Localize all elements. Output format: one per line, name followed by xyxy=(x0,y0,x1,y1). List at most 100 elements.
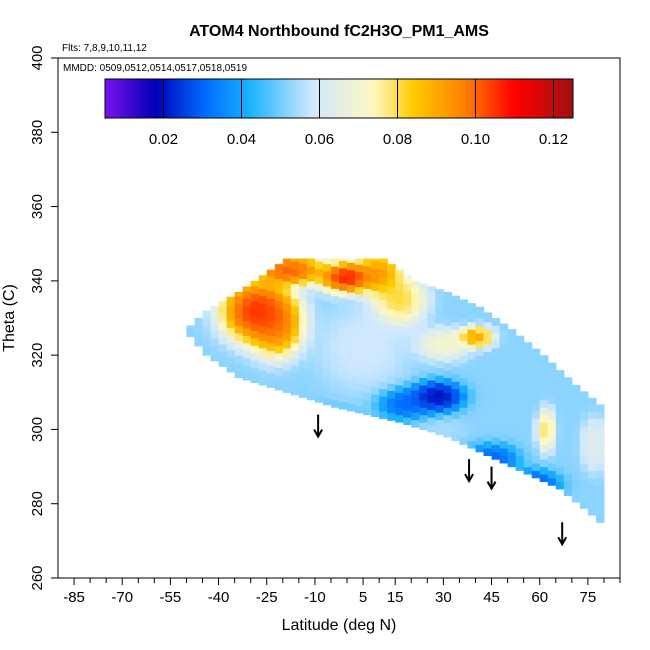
heatmap-cell xyxy=(266,283,276,292)
heatmap-cell xyxy=(539,422,549,431)
heatmap-cell xyxy=(339,258,348,262)
heatmap-cell xyxy=(587,397,597,405)
heatmap-cell xyxy=(507,436,517,445)
heatmap-cell xyxy=(234,355,244,364)
heatmap-cell xyxy=(531,410,541,419)
heatmap-cell xyxy=(427,357,436,366)
heatmap-cell xyxy=(250,322,260,331)
heatmap-cell xyxy=(419,384,428,393)
heatmap-cell xyxy=(563,480,573,489)
heatmap-cell xyxy=(523,342,533,349)
heatmap-cell xyxy=(571,487,581,496)
heatmap-cell xyxy=(290,283,300,292)
heatmap-cell xyxy=(371,275,380,284)
heatmap-cell xyxy=(330,258,340,267)
heatmap-cell xyxy=(523,355,533,364)
heatmap-cell xyxy=(571,420,581,429)
heatmap-cell xyxy=(499,433,509,442)
heatmap-cell xyxy=(282,258,292,267)
heatmap-cell xyxy=(274,367,284,376)
heatmap-cell xyxy=(274,374,284,383)
heatmap-cell xyxy=(563,406,573,415)
heatmap-cell xyxy=(330,347,340,356)
heatmap-cell xyxy=(250,374,260,383)
heatmap-cell xyxy=(403,335,412,344)
heatmap-cell xyxy=(435,315,444,324)
heatmap-cell xyxy=(531,455,541,464)
heatmap-cell xyxy=(282,280,292,289)
heatmap-cell xyxy=(475,384,485,393)
heatmap-cell xyxy=(371,371,380,380)
heatmap-cell xyxy=(411,397,420,406)
heatmap-cell xyxy=(274,293,284,302)
heatmap-cell xyxy=(475,399,485,408)
heatmap-cell xyxy=(515,403,525,412)
heatmap-cell xyxy=(459,399,469,408)
heatmap-cell xyxy=(539,370,549,379)
heatmap-cell xyxy=(314,298,324,307)
heatmap-cell xyxy=(427,409,436,418)
heatmap-cell xyxy=(330,340,340,349)
heatmap-cell xyxy=(467,306,477,315)
heatmap-cell xyxy=(290,290,300,299)
heatmap-cell xyxy=(274,360,284,369)
heatmap-cell xyxy=(419,414,428,423)
heatmap-cell xyxy=(523,384,533,393)
heatmap-cell xyxy=(395,362,404,371)
heatmap-cell xyxy=(403,298,412,307)
heatmap-cell xyxy=(403,275,412,284)
heatmap-cell xyxy=(419,355,428,364)
colorbar-tick-label: 0.02 xyxy=(149,131,178,148)
heatmap-cell xyxy=(290,387,300,396)
heatmap-cell xyxy=(306,318,316,327)
heatmap-cell xyxy=(379,358,388,367)
heatmap-cell xyxy=(435,419,444,428)
heatmap-cell xyxy=(467,314,477,323)
heatmap-cell xyxy=(563,473,573,482)
heatmap-cell xyxy=(330,362,340,371)
heatmap-cell xyxy=(266,298,276,307)
heatmap-cell xyxy=(531,462,541,471)
heatmap-cell xyxy=(387,390,396,399)
heatmap-cell xyxy=(395,280,404,289)
heatmap-cell xyxy=(435,337,444,346)
heatmap-cell xyxy=(330,392,340,401)
heatmap-cell xyxy=(499,344,509,353)
heatmap-cell xyxy=(443,422,452,431)
heatmap-cell xyxy=(234,347,244,356)
x-tick-label: -40 xyxy=(208,589,230,606)
heatmap-cell xyxy=(379,410,388,419)
heatmap-cell xyxy=(258,377,268,386)
heatmap-cell xyxy=(218,358,228,367)
heatmap-cell xyxy=(314,394,324,403)
heatmap-cell xyxy=(499,403,509,412)
heatmap-cell xyxy=(339,401,348,410)
heatmap-cell xyxy=(363,407,372,416)
heatmap-cell xyxy=(234,310,244,319)
heatmap-cell xyxy=(339,349,348,358)
heatmap-cell xyxy=(563,391,573,400)
heatmap-cell xyxy=(595,492,605,501)
heatmap-cell xyxy=(475,407,485,416)
heatmap-cell xyxy=(371,267,380,276)
heatmap-cell xyxy=(330,325,340,334)
heatmap-cell xyxy=(210,331,220,340)
heatmap-cell xyxy=(218,321,228,330)
heatmap-cell xyxy=(451,381,461,390)
heatmap-cell xyxy=(363,392,372,401)
heatmap-cell xyxy=(483,373,493,382)
x-tick-label: -55 xyxy=(160,589,182,606)
heatmap-cell xyxy=(250,345,260,354)
heatmap-cell xyxy=(395,355,404,364)
heatmap-cell xyxy=(579,500,589,509)
y-tick-label: 380 xyxy=(29,120,46,145)
heatmap-cell xyxy=(371,401,380,410)
heatmap-cell xyxy=(290,320,300,329)
heatmap-cell xyxy=(419,303,428,312)
heatmap-cell xyxy=(531,418,541,427)
heatmap-cell xyxy=(258,318,268,327)
heatmap-cell xyxy=(403,417,412,426)
heatmap-cell xyxy=(443,355,452,364)
heatmap-cell xyxy=(395,407,404,416)
